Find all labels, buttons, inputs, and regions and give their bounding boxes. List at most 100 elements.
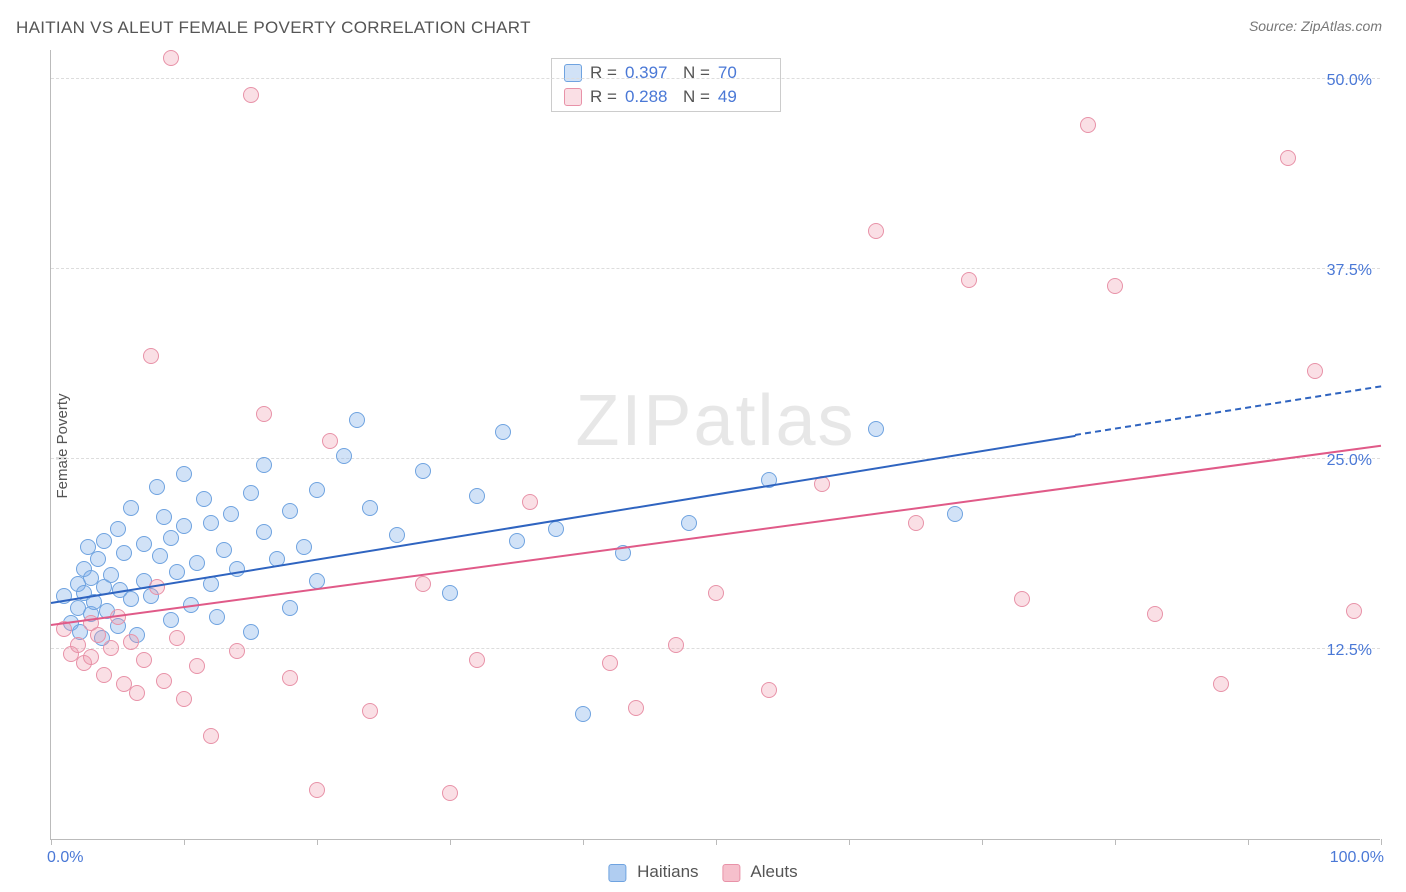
scatter-point [256,524,272,540]
scatter-point [575,706,591,722]
legend-item-aleuts: Aleuts [723,862,798,882]
scatter-point [163,612,179,628]
gridline-h [51,268,1380,269]
scatter-point [761,682,777,698]
scatter-point [681,515,697,531]
x-tick [184,839,185,845]
x-tick [716,839,717,845]
scatter-point [908,515,924,531]
scatter-point [708,585,724,601]
scatter-point [668,637,684,653]
scatter-point [256,406,272,422]
x-tick [982,839,983,845]
legend-row-haitians: R = 0.397 N = 70 [552,61,780,85]
scatter-point [1147,606,1163,622]
scatter-point [389,527,405,543]
legend-swatch-aleuts-icon [723,864,741,882]
scatter-point [309,482,325,498]
r-label: R = [590,63,617,83]
scatter-point [322,433,338,449]
scatter-point [961,272,977,288]
scatter-point [522,494,538,510]
scatter-point [189,555,205,571]
y-tick-label: 50.0% [1327,72,1372,90]
scatter-point [947,506,963,522]
scatter-point [1080,117,1096,133]
scatter-point [136,536,152,552]
chart-title: HAITIAN VS ALEUT FEMALE POVERTY CORRELAT… [16,18,531,38]
legend-swatch-haitians-icon [608,864,626,882]
scatter-point [143,348,159,364]
watermark-text-2: atlas [693,381,855,461]
x-tick [1381,839,1382,845]
n-label: N = [683,63,710,83]
scatter-point [296,539,312,555]
legend-swatch-aleuts [564,88,582,106]
scatter-point [548,521,564,537]
legend-row-aleuts: R = 0.288 N = 49 [552,85,780,109]
scatter-point [203,515,219,531]
scatter-point [176,691,192,707]
scatter-point [123,500,139,516]
scatter-point [209,609,225,625]
scatter-point [868,421,884,437]
scatter-point [103,640,119,656]
scatter-point [628,700,644,716]
scatter-point [163,530,179,546]
n-value-aleuts: 49 [718,87,768,107]
scatter-point [152,548,168,564]
scatter-point [868,223,884,239]
scatter-point [123,634,139,650]
scatter-point [203,728,219,744]
y-tick-label: 25.0% [1327,452,1372,470]
scatter-point [243,624,259,640]
n-value-haitians: 70 [718,63,768,83]
scatter-point [495,424,511,440]
x-axis-max-label: 100.0% [1330,849,1384,867]
x-tick [317,839,318,845]
scatter-point [189,658,205,674]
scatter-point [116,545,132,561]
scatter-point [282,670,298,686]
scatter-point [415,576,431,592]
source-attribution: Source: ZipAtlas.com [1249,18,1382,34]
legend-label-haitians: Haitians [637,862,698,881]
scatter-point [70,637,86,653]
scatter-point [602,655,618,671]
scatter-point [169,630,185,646]
scatter-point [216,542,232,558]
gridline-h [51,78,1380,79]
scatter-point [509,533,525,549]
scatter-point [243,485,259,501]
scatter-point [469,652,485,668]
scatter-point [149,479,165,495]
r-value-aleuts: 0.288 [625,87,675,107]
scatter-point [362,703,378,719]
scatter-point [415,463,431,479]
scatter-point [442,585,458,601]
legend-item-haitians: Haitians [608,862,698,882]
plot-area: ZIPatlas R = 0.397 N = 70 R = 0.288 N = … [50,50,1380,840]
x-tick [450,839,451,845]
scatter-point [156,673,172,689]
scatter-point [1346,603,1362,619]
scatter-point [163,50,179,66]
scatter-point [123,591,139,607]
legend-series: Haitians Aleuts [608,862,797,882]
r-label: R = [590,87,617,107]
scatter-point [1014,591,1030,607]
scatter-point [336,448,352,464]
scatter-point [309,782,325,798]
x-tick [849,839,850,845]
scatter-point [243,87,259,103]
scatter-point [469,488,485,504]
scatter-point [169,564,185,580]
scatter-point [96,667,112,683]
scatter-point [1213,676,1229,692]
x-tick [1248,839,1249,845]
scatter-point [90,627,106,643]
x-tick [1115,839,1116,845]
scatter-point [223,506,239,522]
scatter-point [282,600,298,616]
scatter-point [176,518,192,534]
